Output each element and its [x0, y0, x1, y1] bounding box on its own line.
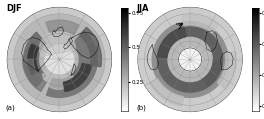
Text: (a): (a)	[6, 105, 16, 112]
Polygon shape	[138, 7, 243, 112]
Polygon shape	[10, 10, 109, 109]
Circle shape	[7, 7, 112, 112]
Text: DJF: DJF	[6, 4, 21, 13]
Polygon shape	[24, 32, 46, 87]
Polygon shape	[43, 74, 74, 89]
Polygon shape	[28, 44, 39, 75]
Polygon shape	[46, 20, 79, 35]
Polygon shape	[158, 27, 186, 57]
Polygon shape	[149, 78, 183, 106]
Polygon shape	[202, 60, 221, 87]
Polygon shape	[44, 44, 75, 75]
Polygon shape	[158, 27, 223, 92]
Polygon shape	[63, 64, 92, 92]
Polygon shape	[7, 7, 112, 112]
Text: (b): (b)	[136, 105, 146, 112]
Polygon shape	[72, 30, 97, 60]
Circle shape	[178, 48, 202, 71]
Circle shape	[43, 43, 76, 76]
Polygon shape	[152, 22, 228, 97]
Polygon shape	[168, 37, 212, 82]
Polygon shape	[218, 52, 236, 89]
Polygon shape	[46, 60, 97, 97]
Circle shape	[138, 7, 243, 112]
Polygon shape	[7, 7, 112, 112]
Text: JJA: JJA	[136, 4, 149, 13]
Polygon shape	[40, 31, 76, 56]
Polygon shape	[23, 60, 46, 91]
Polygon shape	[182, 15, 219, 33]
Polygon shape	[80, 27, 101, 67]
